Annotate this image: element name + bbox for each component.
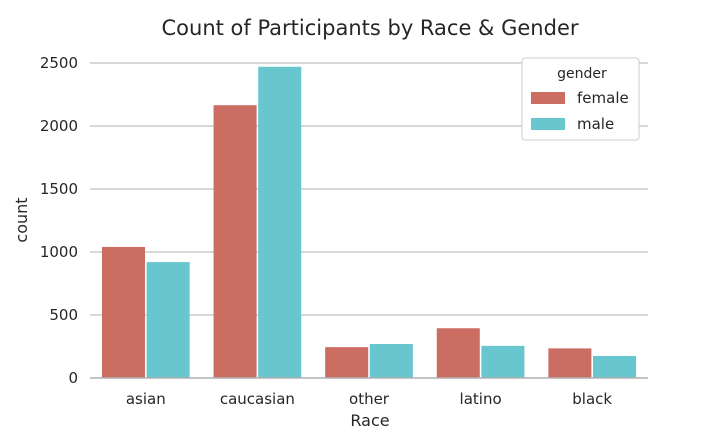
legend-swatch-female — [531, 92, 565, 104]
chart-title: Count of Participants by Race & Gender — [162, 16, 579, 40]
x-tick-label: latino — [460, 390, 502, 408]
bar-other-male — [369, 343, 413, 378]
x-tick-label: asian — [126, 390, 166, 408]
legend-title: gender — [557, 66, 607, 82]
y-tick-label: 0 — [68, 369, 78, 387]
x-tick-label: other — [349, 390, 390, 408]
bars — [101, 66, 637, 379]
y-tick-label: 1500 — [40, 180, 78, 198]
x-tick-label: black — [572, 390, 612, 408]
y-tick-label: 2000 — [40, 117, 78, 135]
legend-label-female: female — [577, 89, 629, 107]
bar-black-female — [548, 348, 592, 378]
y-axis-label: count — [12, 197, 31, 242]
bar-latino-male — [481, 345, 525, 378]
y-tick-labels: 0 500 1000 1500 2000 2500 — [40, 54, 78, 387]
bar-caucasian-male — [258, 66, 302, 378]
x-tick-labels: asian caucasian other latino black — [126, 390, 613, 408]
bar-asian-male — [146, 262, 190, 378]
y-tick-label: 1000 — [40, 243, 78, 261]
bar-black-male — [593, 355, 637, 378]
y-tick-label: 500 — [49, 306, 78, 324]
bar-caucasian-female — [213, 105, 257, 379]
x-tick-label: caucasian — [220, 390, 295, 408]
bar-asian-female — [101, 246, 145, 378]
legend-label-male: male — [577, 115, 614, 133]
bar-other-female — [325, 347, 369, 378]
bar-latino-female — [436, 328, 480, 378]
legend-swatch-male — [531, 118, 565, 130]
x-axis-label: Race — [350, 411, 389, 430]
legend: gender female male — [521, 57, 640, 141]
y-tick-label: 2500 — [40, 54, 78, 72]
